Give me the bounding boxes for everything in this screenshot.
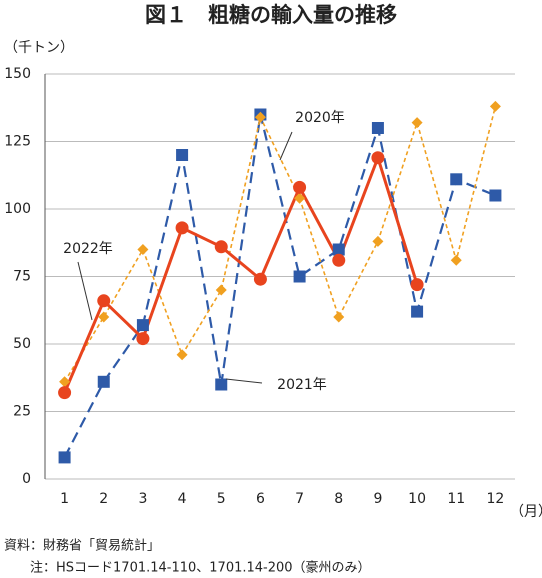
series-label: 2020年 <box>295 110 345 126</box>
x-tick-label: 2 <box>99 491 108 507</box>
marker <box>410 278 424 292</box>
y-tick-label: 50 <box>13 336 31 352</box>
marker <box>97 294 111 308</box>
marker <box>97 375 110 388</box>
series-line <box>63 106 497 383</box>
x-tick-label: 3 <box>138 491 147 507</box>
marker <box>214 240 228 254</box>
marker <box>450 254 462 266</box>
x-tick-label: 11 <box>447 491 465 507</box>
x-tick-label: 4 <box>178 491 187 507</box>
marker <box>333 311 345 323</box>
x-tick-label: 9 <box>373 491 382 507</box>
y-tick-label: 75 <box>13 269 31 285</box>
chart-title: 図１ 粗糖の輸入量の推移 <box>145 3 397 27</box>
marker <box>371 151 385 165</box>
x-tick-label: 12 <box>487 491 505 507</box>
x-axis-label: （月） <box>510 504 542 520</box>
series-label: 2022年 <box>63 241 113 257</box>
x-tick-label: 7 <box>295 491 304 507</box>
marker <box>450 173 463 186</box>
x-tick-label: 5 <box>217 491 226 507</box>
marker <box>332 253 346 267</box>
y-tick-label: 0 <box>22 471 31 487</box>
marker <box>372 235 384 247</box>
leader-line <box>225 378 263 384</box>
marker <box>253 272 267 286</box>
marker <box>371 122 384 134</box>
source-note: 資料：財務省「貿易統計」 <box>4 538 160 554</box>
x-tick-label: 1 <box>60 491 69 507</box>
marker <box>489 189 502 202</box>
marker <box>411 305 424 318</box>
x-tick-label: 10 <box>408 491 426 507</box>
y-tick-label: 100 <box>4 201 31 217</box>
marker <box>175 221 189 235</box>
marker <box>59 376 71 388</box>
marker <box>98 311 110 323</box>
marker <box>137 244 149 255</box>
marker <box>176 349 188 361</box>
leader-line <box>279 131 293 161</box>
marker <box>332 243 345 256</box>
y-tick-label: 125 <box>4 134 31 150</box>
series-line <box>63 153 419 394</box>
y-tick-label: 25 <box>13 404 31 420</box>
marker <box>254 111 266 123</box>
marker <box>294 192 306 204</box>
marker <box>489 100 501 112</box>
marker <box>411 117 423 129</box>
marker <box>293 270 306 283</box>
series-label: 2021年 <box>277 377 327 393</box>
marker <box>176 149 189 161</box>
marker <box>215 284 227 296</box>
marker <box>215 378 228 391</box>
x-tick-label: 6 <box>256 491 265 507</box>
marker <box>58 451 71 464</box>
y-axis-label: （千トン） <box>4 40 74 56</box>
leader-line <box>77 261 93 321</box>
series-line <box>63 114 496 458</box>
marker <box>58 386 72 400</box>
footnote: 注：HSコード1701.14-110、1701.14-200（豪州のみ） <box>30 560 371 576</box>
marker <box>293 180 307 194</box>
x-tick-label: 8 <box>334 491 343 507</box>
marker <box>136 319 149 332</box>
marker <box>136 332 150 346</box>
y-tick-label: 150 <box>4 66 31 82</box>
